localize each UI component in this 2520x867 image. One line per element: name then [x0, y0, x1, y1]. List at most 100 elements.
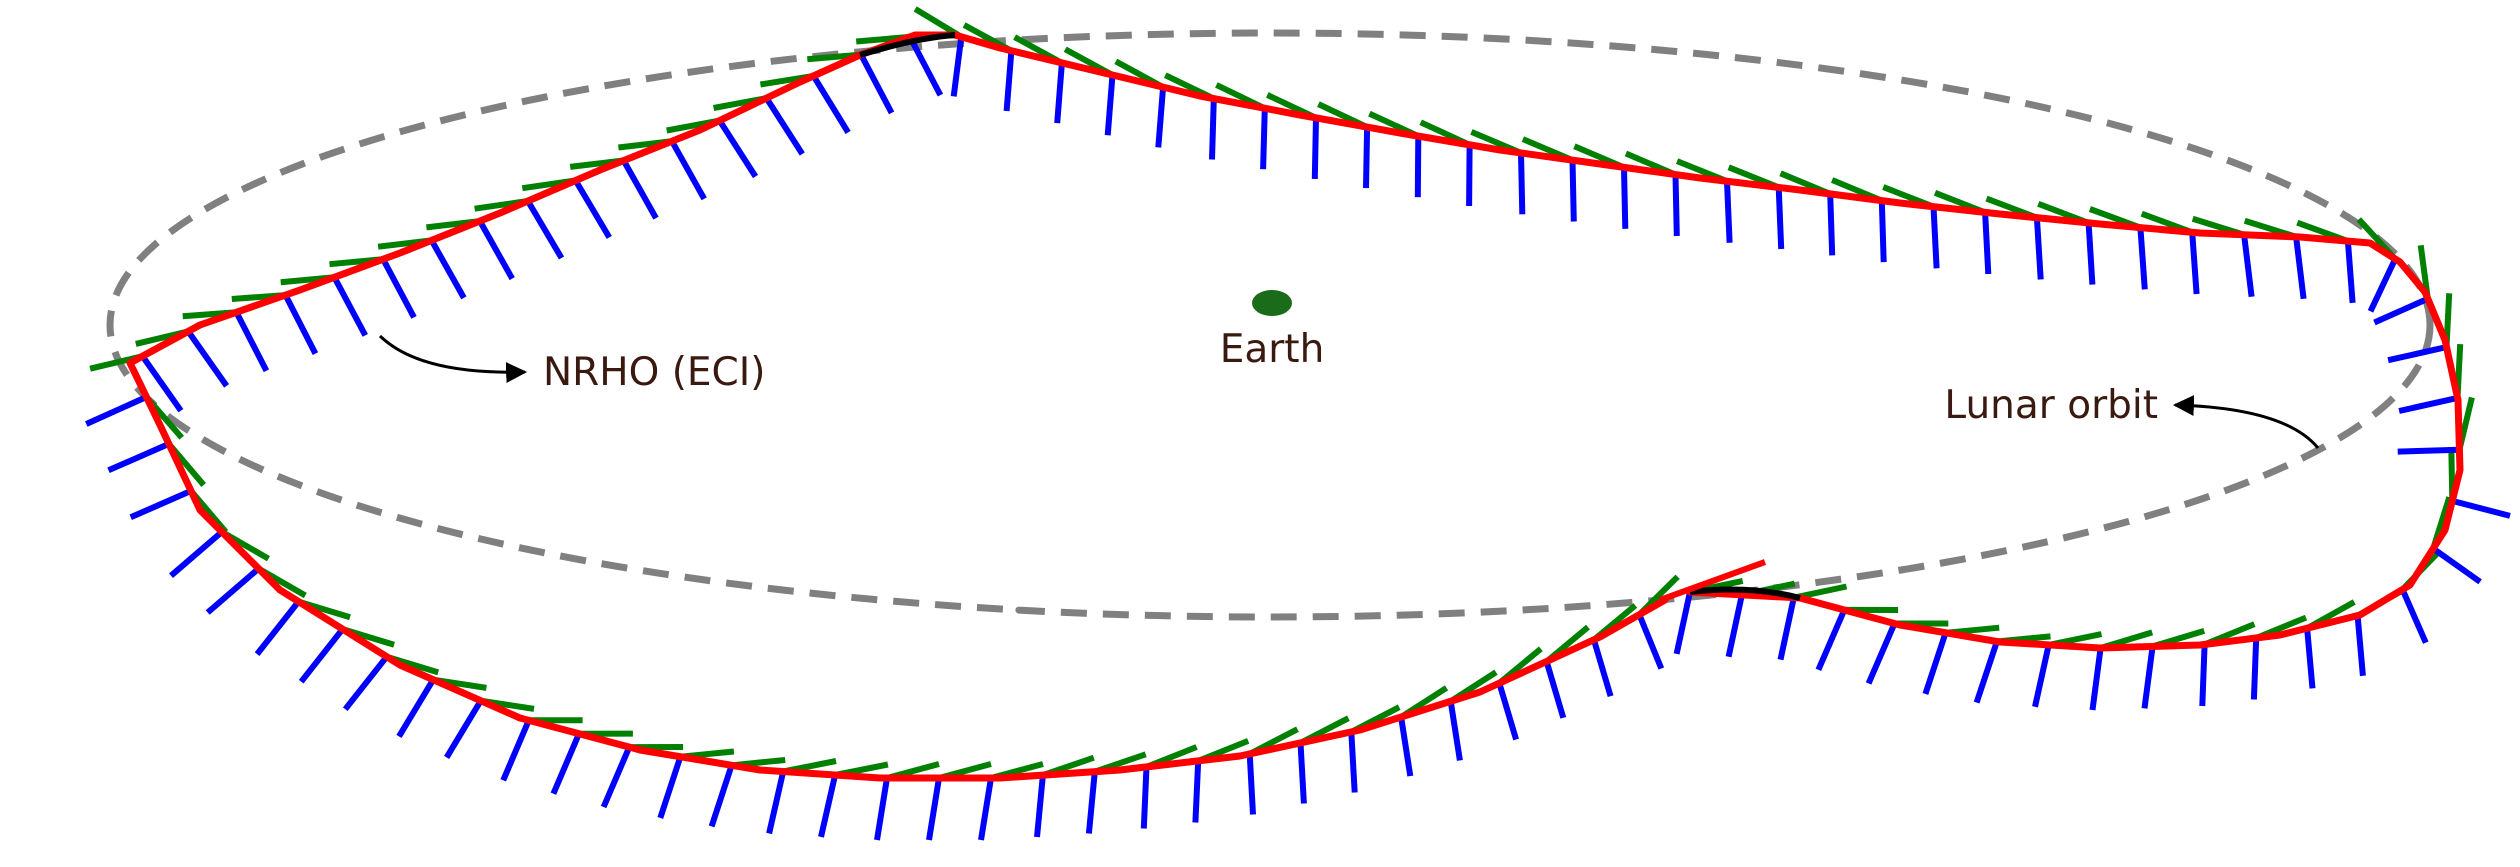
blue-axis-66	[140, 354, 184, 413]
blue-axis-59	[477, 219, 515, 281]
earth-marker	[1252, 290, 1292, 316]
blue-axis-6	[1973, 640, 2000, 704]
blue-axis-71	[205, 566, 261, 615]
blue-axis-94	[1398, 716, 1414, 777]
blue-axis-42	[1311, 117, 1319, 179]
earth-label: Earth	[1220, 327, 1325, 372]
blue-axis-88	[1085, 771, 1098, 834]
blue-axis-19	[2387, 344, 2448, 364]
blue-axis-25	[2189, 232, 2200, 295]
blue-axis-79	[600, 745, 633, 809]
blue-axis-67	[85, 394, 148, 427]
blue-axis-23	[2293, 236, 2307, 300]
blue-axis-51	[858, 53, 895, 115]
blue-axis-72	[254, 599, 301, 656]
blue-axis-80	[657, 755, 684, 819]
nrho-label: NRHO (ECI)	[543, 350, 766, 395]
blue-axis-16	[2451, 497, 2511, 519]
coast-segment-bottom	[1689, 586, 1801, 601]
blue-axis-17	[2397, 446, 2460, 455]
blue-axis-32	[1827, 193, 1836, 256]
blue-axis-91	[1246, 753, 1256, 815]
blue-axis-8	[2089, 647, 2104, 711]
blue-axis-96	[1496, 682, 1519, 741]
blue-axis-7	[2032, 644, 2052, 708]
blue-axis-78	[550, 732, 582, 795]
blue-axis-12	[2304, 627, 2316, 689]
blue-axis-86	[978, 777, 994, 841]
blue-axis-36	[1621, 167, 1629, 229]
blue-axis-73	[298, 627, 345, 684]
blue-axis-46	[1104, 74, 1116, 136]
blue-axis-95	[1447, 700, 1463, 761]
blue-axis-45	[1155, 86, 1167, 148]
blue-axis-62	[331, 275, 368, 337]
blue-axis-40	[1414, 136, 1422, 198]
blue-axis-69	[129, 488, 193, 521]
blue-axis-50	[907, 35, 944, 97]
blue-axis-2	[1777, 597, 1797, 661]
coast-segment-top	[859, 32, 956, 58]
blue-axis-33	[1775, 187, 1785, 250]
blue-axis-31	[1878, 200, 1887, 263]
blue-axis-48	[1003, 50, 1015, 112]
blue-axis-28	[2033, 217, 2044, 280]
blue-axis-90	[1192, 760, 1202, 823]
blue-axis-22	[2344, 240, 2356, 304]
trajectory-departure	[1658, 559, 1767, 603]
blue-axis-61	[380, 257, 417, 319]
blue-axis-54	[717, 118, 759, 179]
blue-axis-39	[1466, 144, 1473, 207]
blue-axis-52	[810, 74, 851, 134]
lunar-orbit-label: Lunar orbit	[1944, 383, 2158, 428]
blue-axis-5	[1922, 631, 1949, 695]
blue-axis-34	[1724, 181, 1733, 243]
blue-axis-93	[1348, 731, 1358, 793]
blue-axis-84	[874, 777, 890, 841]
blue-axis-13	[2354, 615, 2366, 677]
blue-axis-10	[2199, 644, 2208, 707]
blue-axis-55	[669, 139, 707, 201]
blue-axis-68	[107, 441, 171, 474]
blue-axis-4	[1865, 622, 1898, 685]
blue-axis-74	[342, 654, 390, 712]
blue-axis-18	[2398, 394, 2459, 414]
blue-axis-29	[1982, 212, 1992, 275]
blue-axis-63	[282, 293, 319, 355]
blue-axis-14	[2399, 588, 2429, 644]
nrho-trajectory	[126, 31, 2464, 782]
blue-axis-3	[1815, 608, 1848, 671]
blue-axis-57	[573, 178, 612, 239]
blue-axis-87	[1034, 774, 1046, 838]
blue-axis-41	[1363, 127, 1371, 189]
blue-axis-70	[169, 529, 224, 578]
blue-axis-47	[1054, 62, 1065, 124]
blue-axis-27	[2085, 222, 2096, 285]
blue-axis-65	[185, 329, 230, 388]
blue-axis-99	[1636, 613, 1665, 670]
blue-axis-75	[396, 678, 436, 738]
blue-axis-43	[1260, 108, 1268, 170]
blue-axis-53	[763, 96, 805, 156]
blue-axis-49	[950, 36, 965, 97]
nrho-arrow	[378, 334, 528, 384]
blue-axis-11	[2250, 637, 2260, 700]
blue-axis-83	[818, 774, 839, 838]
blue-axis-97	[1543, 660, 1567, 719]
blue-axis-24	[2241, 234, 2255, 298]
blue-axis-60	[428, 238, 467, 300]
blue-axis-30	[1930, 206, 1940, 269]
blue-axis-76	[444, 699, 484, 759]
blue-axis-26	[2137, 227, 2148, 290]
lunar-orbit-ellipse	[106, 29, 2434, 621]
blue-axis-64	[233, 310, 270, 373]
blue-axis-89	[1140, 766, 1150, 829]
blue-axis-81	[708, 764, 735, 828]
lunar-orbit-arrow	[2172, 395, 2320, 449]
blue-axis-58	[525, 199, 565, 260]
blue-axis-37	[1569, 160, 1577, 222]
blue-axis-9	[2141, 646, 2156, 709]
blue-axis-20	[2373, 295, 2430, 326]
blue-axis-85	[926, 777, 942, 841]
